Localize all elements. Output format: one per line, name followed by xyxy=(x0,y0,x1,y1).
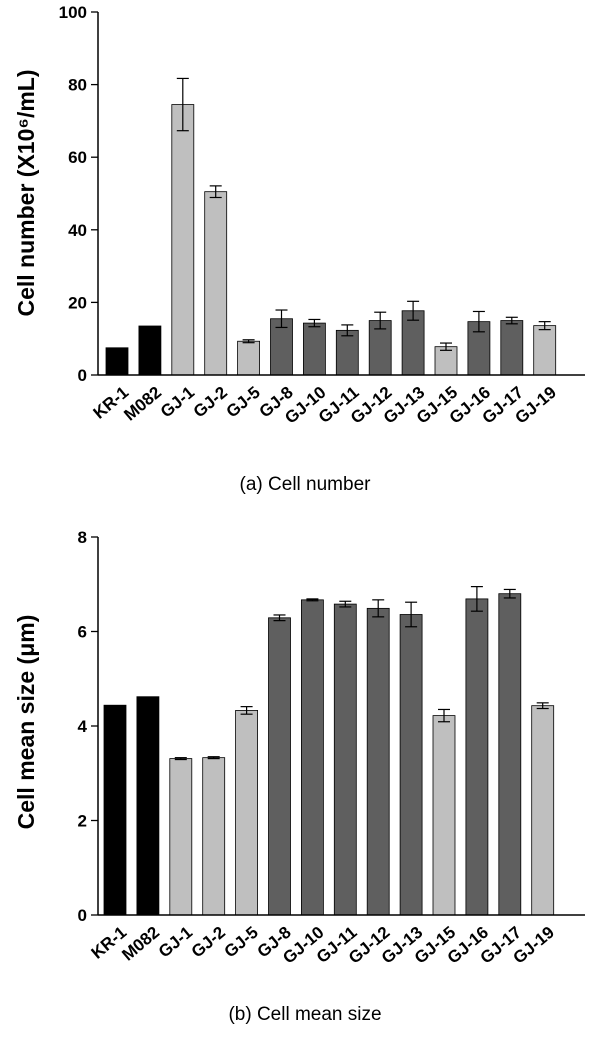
y-tick-label: 4 xyxy=(78,717,88,736)
bar-gj-17 xyxy=(500,320,524,376)
y-tick-label: 8 xyxy=(78,528,87,547)
error-bar xyxy=(242,339,255,344)
error-bar xyxy=(470,586,483,612)
error-bar xyxy=(308,318,321,328)
y-tick-label: 2 xyxy=(78,812,87,831)
bar-gj-19 xyxy=(533,325,557,376)
y-tick-label: 40 xyxy=(68,221,87,240)
bar-m082 xyxy=(136,696,160,916)
y-axis-label: Cell mean size (μm) xyxy=(13,615,39,830)
x-tick-label: GJ-1 xyxy=(155,923,196,962)
bar-gj-8 xyxy=(268,617,291,916)
bar-gj-5 xyxy=(237,340,261,376)
error-bar xyxy=(174,757,187,761)
cell-number-chart: 020406080100KR-1M082GJ-1GJ-2GJ-5GJ-8GJ-1… xyxy=(13,3,585,495)
error-bar xyxy=(374,311,387,330)
error-bar xyxy=(472,310,485,333)
y-tick-label: 100 xyxy=(59,3,87,22)
error-bar xyxy=(503,588,516,599)
y-tick-label: 20 xyxy=(68,293,87,312)
bar-gj-17 xyxy=(498,593,522,916)
y-tick-label: 6 xyxy=(78,623,87,642)
bar-gj-11 xyxy=(335,329,359,376)
error-bar xyxy=(372,599,385,618)
x-tick-label: GJ-1 xyxy=(157,383,198,422)
bar-gj-12 xyxy=(366,607,390,916)
x-tick-label: GJ-5 xyxy=(223,383,264,422)
chart-caption: (b) Cell mean size xyxy=(228,1004,381,1025)
error-bar xyxy=(536,702,549,710)
cell-mean-size-chart: 02468KR-1M082GJ-1GJ-2GJ-5GJ-8GJ-10GJ-11G… xyxy=(13,528,585,1025)
bar-gj-2 xyxy=(204,191,228,376)
error-bar xyxy=(440,342,452,351)
bar-gj-10 xyxy=(300,599,324,916)
y-tick-label: 0 xyxy=(78,366,87,385)
bar-gj-5 xyxy=(235,710,259,916)
x-tick-label: GJ-5 xyxy=(221,923,262,962)
bar-gj-1 xyxy=(171,104,195,376)
error-bar xyxy=(538,321,551,331)
bar-gj-2 xyxy=(202,757,226,916)
error-bar xyxy=(341,324,354,337)
error-bar xyxy=(240,706,253,715)
x-tick-label: GJ-2 xyxy=(190,383,231,422)
y-axis-label: Cell number (X10⁶/mL) xyxy=(13,69,39,316)
y-tick-label: 0 xyxy=(78,906,87,925)
error-bar xyxy=(207,756,220,760)
error-bar xyxy=(273,614,286,622)
error-bar xyxy=(176,77,189,132)
error-bar xyxy=(339,600,352,608)
bar-gj-13 xyxy=(399,614,423,916)
bar-gj-16 xyxy=(465,598,489,916)
x-tick-label: M082 xyxy=(118,923,163,965)
bar-kr-1 xyxy=(105,347,129,376)
bar-gj-10 xyxy=(302,322,326,376)
y-tick-label: 80 xyxy=(68,76,87,95)
x-tick-label: M082 xyxy=(120,383,165,425)
error-bar xyxy=(275,309,288,329)
error-bar xyxy=(209,185,222,199)
error-bar xyxy=(438,708,450,723)
bar-gj-15 xyxy=(434,346,458,376)
bar-gj-1 xyxy=(169,758,193,916)
x-tick-label: GJ-2 xyxy=(188,923,229,962)
bar-gj-19 xyxy=(531,705,555,916)
bar-gj-15 xyxy=(432,715,456,916)
error-bar xyxy=(407,300,420,321)
error-bar xyxy=(505,316,518,325)
chart-caption: (a) Cell number xyxy=(240,474,372,495)
bar-m082 xyxy=(138,325,162,376)
error-bar xyxy=(405,601,418,628)
y-tick-label: 60 xyxy=(68,148,87,167)
bar-kr-1 xyxy=(103,704,127,916)
error-bar xyxy=(306,598,319,602)
bar-gj-11 xyxy=(333,603,357,916)
